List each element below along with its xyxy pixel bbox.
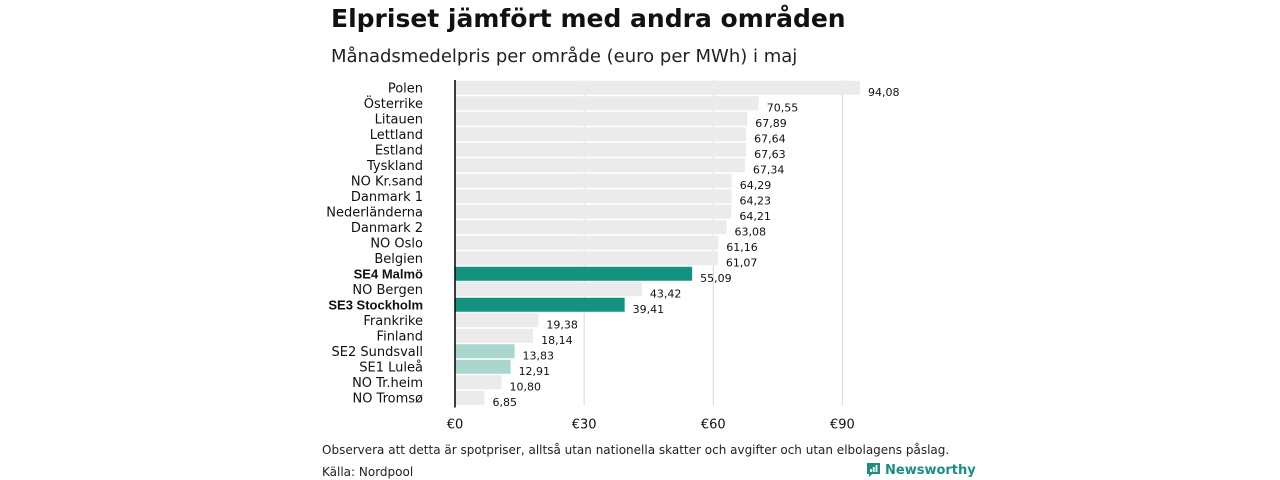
bar — [455, 235, 719, 250]
bar — [455, 204, 732, 219]
category-label: Lettland — [370, 128, 423, 143]
x-tick-label: €90 — [830, 418, 855, 433]
category-label: Nederländerna — [326, 205, 423, 220]
category-label: Litauen — [375, 112, 423, 127]
bar — [455, 220, 727, 235]
bar — [455, 142, 747, 157]
bar-chart: PolenÖsterrikeLitauenLettlandEstlandTysk… — [326, 80, 900, 433]
newsworthy-logo: Newsworthy — [866, 462, 976, 478]
bar — [455, 344, 515, 359]
chart-title: Elpriset jämfört med andra områden — [331, 4, 846, 33]
category-label: SE1 Luleå — [359, 360, 423, 375]
value-label: 67,63 — [754, 148, 786, 161]
value-label: 18,14 — [541, 334, 573, 347]
category-label: Danmark 1 — [351, 190, 423, 205]
category-label: NO Bergen — [352, 283, 423, 298]
category-label: NO Kr.sand — [351, 174, 423, 189]
value-label: 61,07 — [726, 256, 758, 269]
bar — [455, 313, 539, 328]
chart-subtitle: Månadsmedelpris per område (euro per MWh… — [331, 46, 798, 67]
category-label: Frankrike — [363, 314, 423, 329]
bar — [455, 297, 625, 312]
value-label: 67,34 — [753, 163, 785, 176]
category-label: Finland — [377, 329, 423, 344]
value-label: 39,41 — [633, 303, 665, 316]
bar — [455, 266, 693, 281]
category-label: Estland — [375, 143, 423, 158]
value-label: 19,38 — [546, 318, 578, 331]
value-label: 63,08 — [735, 225, 767, 238]
category-label: NO Tromsø — [352, 391, 423, 406]
category-label: Belgien — [374, 252, 423, 267]
bar — [455, 189, 732, 204]
bar — [455, 80, 860, 95]
value-label: 67,89 — [755, 117, 787, 130]
bar — [455, 158, 745, 173]
bar — [455, 328, 534, 343]
value-label: 64,21 — [739, 210, 771, 223]
category-label: NO Tr.heim — [352, 376, 423, 391]
x-tick-label: €30 — [572, 418, 597, 433]
value-label: 64,23 — [740, 194, 772, 207]
footnote: Observera att detta är spotpriser, allts… — [322, 443, 950, 457]
value-labels: 94,08 70,55 67,89 67,64 67,63 67,34 64,29 64,23… — [492, 86, 899, 409]
bar — [455, 251, 718, 266]
bar — [455, 282, 642, 297]
category-labels: PolenÖsterrikeLitauenLettlandEstlandTysk… — [326, 81, 423, 406]
value-label: 61,16 — [726, 241, 758, 254]
category-label: SE2 Sundsvall — [331, 345, 423, 360]
bar — [455, 173, 732, 188]
x-tick-label: €0 — [447, 418, 464, 433]
newsworthy-logo-text: Newsworthy — [885, 462, 976, 478]
value-label: 13,83 — [523, 349, 555, 362]
value-label: 94,08 — [868, 86, 900, 99]
value-label: 6,85 — [492, 396, 516, 409]
bar — [455, 96, 759, 111]
bar — [455, 375, 502, 390]
category-label: Polen — [388, 81, 423, 96]
category-label: NO Oslo — [370, 236, 423, 251]
value-label: 67,64 — [754, 132, 786, 145]
bar — [455, 359, 511, 374]
category-label: SE3 Stockholm — [328, 297, 423, 312]
bar — [455, 127, 747, 142]
category-label: Danmark 2 — [351, 221, 423, 236]
source-text: Källa: Nordpool — [322, 465, 414, 479]
value-label: 43,42 — [650, 287, 682, 300]
newsworthy-logo-icon — [867, 463, 880, 477]
value-label: 70,55 — [767, 101, 799, 114]
x-tick-label: €60 — [701, 418, 726, 433]
bars — [455, 80, 860, 405]
value-label: 55,09 — [700, 272, 732, 285]
value-label: 10,80 — [509, 380, 540, 393]
x-axis-ticks: €0 €30 €60 €90 — [447, 418, 855, 433]
category-label: Tyskland — [366, 159, 423, 174]
category-label: SE4 Malmö — [354, 266, 423, 281]
bar — [455, 111, 748, 126]
category-label: Österrike — [364, 95, 423, 112]
bar — [455, 390, 485, 405]
value-label: 12,91 — [519, 365, 551, 378]
value-label: 64,29 — [740, 179, 772, 192]
